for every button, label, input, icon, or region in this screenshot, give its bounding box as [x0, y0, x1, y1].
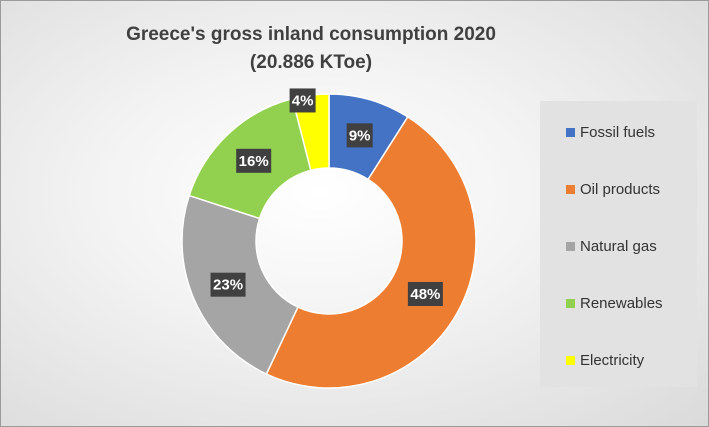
legend-swatch: [566, 127, 575, 137]
data-label-box: [346, 123, 373, 148]
data-label-box: [407, 281, 443, 306]
legend-label: Oil products: [580, 180, 661, 198]
data-label-text: 16%: [239, 153, 269, 170]
legend-label: Natural gas: [580, 237, 657, 255]
data-label-natural-gas: 23%: [210, 272, 246, 297]
data-label-electricity: 4%: [289, 88, 316, 113]
chart-subtitle: (20.886 KToe): [249, 52, 373, 73]
legend-swatch: [566, 184, 575, 194]
legend-label: Renewables: [580, 294, 663, 312]
data-label-renewables: 16%: [236, 148, 272, 173]
legend-label: Electricity: [580, 351, 645, 369]
data-label-box: [289, 88, 316, 113]
legend-item-fossil-fuels: Fossil fuels: [566, 122, 655, 142]
data-label-fossil-fuels: 9%: [346, 123, 373, 148]
chart-legend: Fossil fuels Oil products Natural gas Renew…: [540, 101, 697, 387]
legend-label: Fossil fuels: [580, 123, 656, 141]
data-label-oil-products: 48%: [407, 281, 443, 306]
chart-title-block: Greece's gross inland consumption 2020 (…: [61, 21, 561, 77]
legend-item-renewables: Renewables: [566, 293, 663, 313]
legend-item-natural-gas: Natural gas: [566, 236, 657, 256]
legend-swatch: [566, 355, 575, 365]
legend-swatch: [566, 298, 575, 308]
chart-title: Greece's gross inland consumption 2020: [126, 24, 496, 45]
data-label-text: 48%: [410, 286, 440, 303]
data-label-box: [236, 148, 272, 173]
legend-item-oil-products: Oil products: [566, 179, 660, 199]
legend-swatch: [566, 241, 575, 251]
data-label-text: 23%: [213, 277, 243, 294]
legend-item-electricity: Electricity: [566, 350, 644, 370]
data-label-box: [210, 272, 246, 297]
data-label-text: 4%: [292, 92, 314, 109]
slice-oil-products: [265, 115, 477, 389]
data-label-text: 9%: [349, 127, 371, 144]
